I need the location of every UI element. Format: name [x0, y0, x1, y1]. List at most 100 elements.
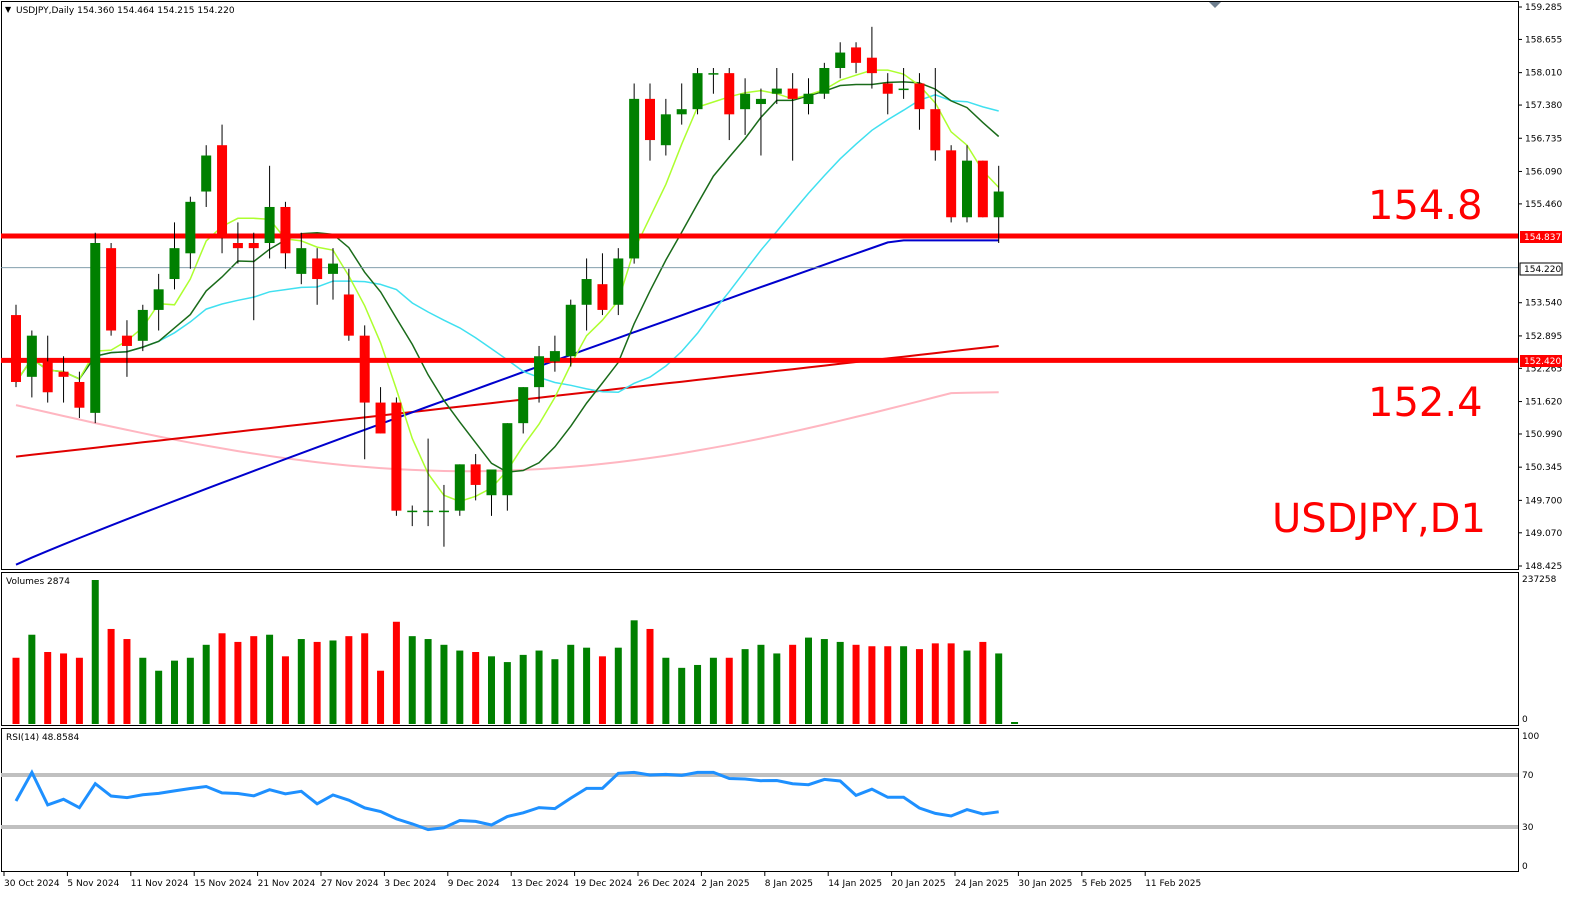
date-tick-label: 26 Dec 2024	[638, 879, 696, 889]
bear-candle	[470, 464, 481, 485]
price-tick-label: 149.070	[1525, 529, 1562, 539]
bull-candle	[708, 73, 719, 75]
price-tick-label: 150.345	[1525, 463, 1562, 473]
bear-candle	[232, 243, 243, 249]
volume-bar	[598, 656, 606, 724]
bear-candle	[866, 57, 877, 74]
date-tick-label: 30 Jan 2025	[1018, 879, 1072, 889]
bear-candle	[280, 206, 291, 254]
bull-candle	[803, 93, 814, 105]
volume-bar	[456, 650, 464, 724]
date-tick-label: 5 Feb 2025	[1082, 879, 1132, 889]
date-tick-label: 15 Nov 2024	[194, 879, 252, 889]
bear-candle	[11, 315, 21, 382]
bull-candle	[169, 248, 180, 280]
bull-candle	[771, 88, 782, 94]
volume-bar	[392, 621, 400, 724]
price-tick-label: 159.285	[1525, 3, 1562, 13]
bear-candle	[121, 335, 132, 346]
date-tick-label: 2 Jan 2025	[701, 879, 749, 889]
volume-bar	[313, 641, 321, 724]
bear-candle	[391, 402, 402, 511]
volume-bar	[218, 633, 226, 724]
date-axis: 30 Oct 2024 5 Nov 2024 11 Nov 2024 15 Nov 2…	[3, 872, 1201, 889]
volume-bar	[535, 650, 543, 724]
volume-bar	[868, 646, 876, 724]
volume-bar	[805, 637, 812, 724]
volume-bar	[361, 633, 369, 724]
bear-candle	[42, 361, 53, 393]
bear-candle	[359, 335, 370, 403]
bull-candle	[502, 423, 513, 496]
volume-bar	[345, 636, 353, 724]
price-tick-label: 158.655	[1525, 35, 1562, 45]
volume-bar	[1011, 722, 1019, 724]
upper-level-price-box	[1520, 231, 1562, 243]
volume-bar	[852, 644, 860, 724]
bull-candle	[676, 109, 687, 115]
date-tick-label: 14 Jan 2025	[828, 879, 882, 889]
volume-max-label: 237258	[1522, 575, 1557, 585]
bear-candle	[248, 243, 259, 249]
bear-candle	[106, 248, 117, 331]
volume-bar	[424, 639, 432, 724]
bear-candle	[343, 294, 354, 336]
bull-candle	[993, 191, 1004, 218]
volume-bar	[678, 667, 686, 724]
bear-candle	[914, 83, 925, 110]
volume-bar	[329, 640, 337, 724]
bear-candle	[312, 258, 323, 280]
chart-shift-marker-icon[interactable]	[1209, 2, 1221, 8]
date-tick-label: 9 Dec 2024	[448, 879, 500, 889]
annotation-upper-level: 154.8	[1368, 183, 1483, 229]
volume-bar	[234, 641, 242, 724]
price-tick-label: 150.990	[1525, 430, 1562, 440]
volume-bar	[662, 657, 670, 724]
bear-candle	[645, 98, 655, 141]
main-pane-frame	[1, 1, 1519, 570]
price-tick-label: 156.735	[1525, 134, 1562, 144]
bear-candle	[58, 371, 69, 377]
scroll-marker-icon[interactable]: ▼	[5, 5, 12, 14]
bull-candle	[962, 160, 972, 218]
bear-candle	[851, 47, 862, 63]
price-tick-label: 151.620	[1525, 398, 1562, 408]
rsi-axis-label: 30	[1522, 823, 1534, 833]
volume-bar	[377, 670, 385, 724]
date-tick-label: 3 Dec 2024	[384, 879, 436, 889]
bull-candle	[565, 304, 576, 357]
bull-candle	[26, 335, 37, 377]
bull-candle	[613, 258, 624, 305]
volume-bar	[155, 670, 163, 724]
current-price-label: 154.220	[1524, 265, 1561, 275]
bull-candle	[581, 279, 592, 305]
price-tick-label: 152.265	[1525, 364, 1562, 374]
volume-bar	[709, 657, 717, 724]
annotation-lower-level: 152.4	[1368, 380, 1483, 426]
volume-bar	[789, 644, 797, 724]
date-tick-label: 27 Nov 2024	[321, 879, 379, 889]
volume-bar	[551, 659, 559, 724]
date-tick-label: 8 Jan 2025	[765, 879, 813, 889]
bull-candle	[898, 88, 909, 91]
volume-bar	[725, 657, 733, 724]
volume-bar	[44, 652, 52, 724]
main-content	[1, 26, 1518, 566]
volume-bar	[947, 643, 955, 724]
volume-bar	[519, 654, 527, 724]
bull-candle	[740, 93, 751, 110]
volume-bar	[630, 620, 638, 724]
volume-bar	[583, 647, 591, 724]
volume-bar	[773, 653, 781, 724]
volume-bar	[12, 657, 20, 724]
bull-candle	[692, 73, 703, 110]
rsi-pane: 100 70 30 0	[1, 732, 1539, 872]
volume-bar	[979, 641, 987, 724]
date-tick-label: 24 Jan 2025	[955, 879, 1009, 889]
price-tick-label: 157.380	[1525, 101, 1562, 111]
rsi-line	[14, 769, 999, 832]
chart-header: USDJPY,Daily 154.360 154.464 154.215 154…	[16, 6, 235, 16]
volume-bar	[820, 639, 828, 724]
